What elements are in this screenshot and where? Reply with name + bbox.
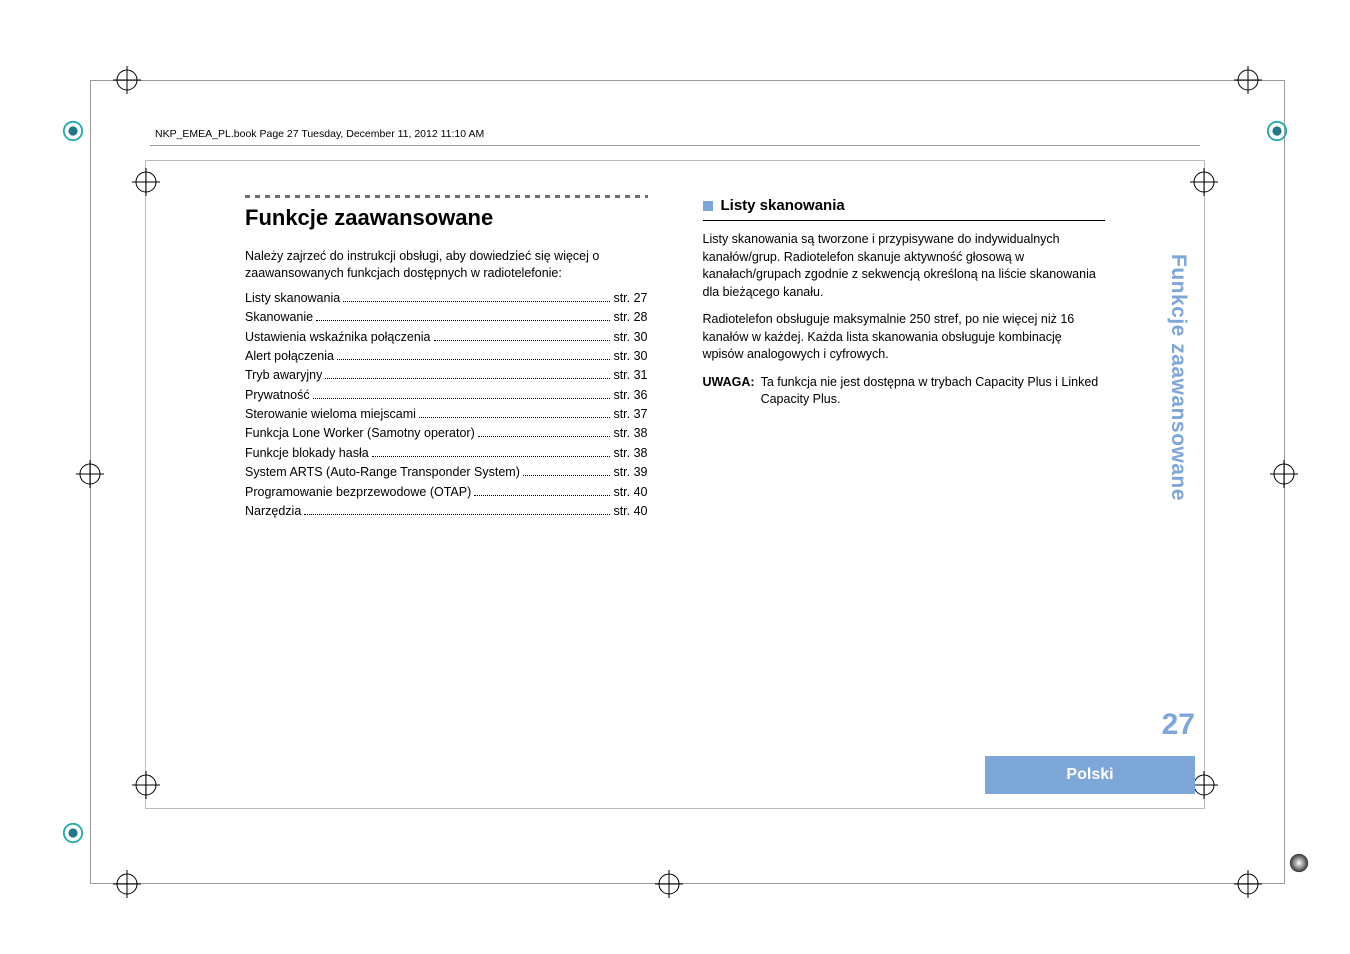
registration-mark-icon (1190, 168, 1218, 196)
toc-row: Ustawienia wskaźnika połączenia str. 30 (245, 328, 648, 347)
toc-leader-dots (474, 495, 610, 496)
page-number: 27 (1162, 708, 1195, 742)
header-rule (150, 145, 1200, 146)
registration-mark-icon (113, 870, 141, 898)
toc-page: str. 36 (613, 386, 647, 405)
registration-mark-icon (1270, 460, 1298, 488)
toc-label: Alert połączenia (245, 347, 334, 366)
intro-paragraph: Należy zajrzeć do instrukcji obsługi, ab… (245, 248, 648, 283)
toc-label: Prywatność (245, 386, 310, 405)
toc-page: str. 31 (613, 366, 647, 385)
toc-page: str. 40 (613, 483, 647, 502)
toc-page: str. 30 (613, 347, 647, 366)
toc-page: str. 39 (613, 463, 647, 482)
toc-row: Programowanie bezprzewodowe (OTAP) str. … (245, 483, 648, 502)
note-label: UWAGA: (703, 374, 755, 409)
registration-mark-icon (132, 168, 160, 196)
corner-ornament-icon (1266, 120, 1288, 142)
toc-leader-dots (343, 301, 610, 302)
registration-mark-icon (1234, 66, 1262, 94)
page-content: Funkcje zaawansowane Należy zajrzeć do i… (245, 195, 1105, 739)
toc-label: Funkcje blokady hasła (245, 444, 369, 463)
toc-page: str. 38 (613, 424, 647, 443)
toc-leader-dots (316, 320, 610, 321)
running-header: NKP_EMEA_PL.book Page 27 Tuesday, Decemb… (155, 128, 484, 140)
toc-row: Listy skanowania str. 27 (245, 289, 648, 308)
toc-label: Programowanie bezprzewodowe (OTAP) (245, 483, 471, 502)
section-heading: Listy skanowania (703, 195, 1106, 221)
title-dashed-rule (245, 195, 648, 199)
toc-leader-dots (478, 436, 611, 437)
corner-ornament-icon (62, 822, 84, 844)
toc-page: str. 38 (613, 444, 647, 463)
corner-ornament-icon (1288, 852, 1310, 874)
toc-label: Tryb awaryjny (245, 366, 322, 385)
toc-leader-dots (434, 340, 611, 341)
toc-row: Funkcja Lone Worker (Samotny operator) s… (245, 424, 648, 443)
side-tab-text: Funkcje zaawansowane (1166, 254, 1190, 501)
toc-page: str. 40 (613, 502, 647, 521)
registration-mark-icon (655, 870, 683, 898)
toc-label: Listy skanowania (245, 289, 340, 308)
toc-leader-dots (419, 417, 611, 418)
toc-leader-dots (372, 456, 611, 457)
toc-leader-dots (337, 359, 611, 360)
toc-row: Funkcje blokady hasła str. 38 (245, 444, 648, 463)
registration-mark-icon (76, 460, 104, 488)
toc-row: Narzędzia str. 40 (245, 502, 648, 521)
section-title: Listy skanowania (721, 195, 845, 216)
toc-label: Funkcja Lone Worker (Samotny operator) (245, 424, 475, 443)
language-tab: Polski (985, 756, 1195, 794)
corner-ornament-icon (62, 120, 84, 142)
note-block: UWAGA: Ta funkcja nie jest dostępna w tr… (703, 374, 1106, 409)
toc-row: System ARTS (Auto-Range Transponder Syst… (245, 463, 648, 482)
toc-page: str. 27 (613, 289, 647, 308)
toc-label: Skanowanie (245, 308, 313, 327)
section-bullet-icon (703, 201, 713, 211)
right-column: Listy skanowania Listy skanowania są two… (703, 195, 1106, 739)
toc-page: str. 37 (613, 405, 647, 424)
toc-label: System ARTS (Auto-Range Transponder Syst… (245, 463, 520, 482)
toc-page: str. 28 (613, 308, 647, 327)
toc-row: Sterowanie wieloma miejscami str. 37 (245, 405, 648, 424)
toc-page: str. 30 (613, 328, 647, 347)
paragraph: Radiotelefon obsługuje maksymalnie 250 s… (703, 311, 1106, 364)
registration-mark-icon (1234, 870, 1262, 898)
language-label: Polski (1066, 766, 1113, 784)
toc-row: Alert połączenia str. 30 (245, 347, 648, 366)
toc-leader-dots (313, 398, 611, 399)
toc-label: Ustawienia wskaźnika połączenia (245, 328, 431, 347)
left-column: Funkcje zaawansowane Należy zajrzeć do i… (245, 195, 648, 739)
toc-label: Narzędzia (245, 502, 301, 521)
chapter-title: Funkcje zaawansowane (245, 203, 648, 234)
toc-row: Prywatność str. 36 (245, 386, 648, 405)
paragraph: Listy skanowania są tworzone i przypisyw… (703, 231, 1106, 301)
toc-label: Sterowanie wieloma miejscami (245, 405, 416, 424)
table-of-contents: Listy skanowania str. 27Skanowanie str. … (245, 289, 648, 522)
toc-leader-dots (523, 475, 611, 476)
registration-mark-icon (132, 771, 160, 799)
note-body: Ta funkcja nie jest dostępna w trybach C… (761, 374, 1105, 409)
toc-row: Tryb awaryjny str. 31 (245, 366, 648, 385)
side-chapter-tab: Funkcje zaawansowane (1161, 195, 1195, 560)
registration-mark-icon (113, 66, 141, 94)
toc-row: Skanowanie str. 28 (245, 308, 648, 327)
toc-leader-dots (325, 378, 610, 379)
toc-leader-dots (304, 514, 610, 515)
